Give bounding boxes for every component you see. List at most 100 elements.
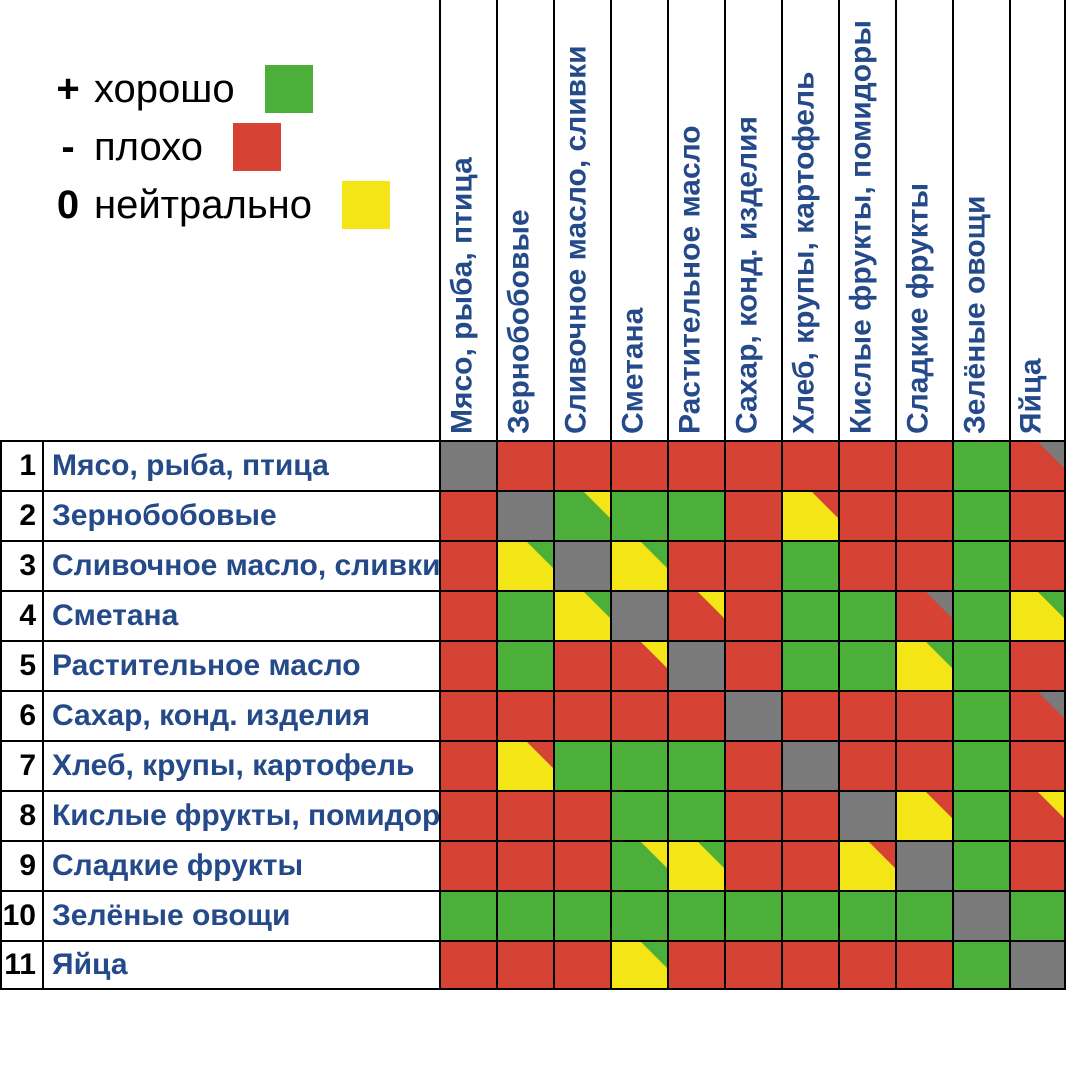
column-header: Сладкие фрукты bbox=[895, 0, 952, 440]
column-header-label: Зелёные овощи bbox=[958, 196, 992, 434]
matrix-cell-secondary bbox=[698, 592, 724, 618]
column-headers: Мясо, рыба, птица ЗернобобовыеСливочное м… bbox=[439, 0, 1066, 440]
matrix-cell bbox=[781, 790, 838, 840]
legend-symbol: - bbox=[50, 125, 86, 170]
matrix-cell-secondary bbox=[641, 942, 667, 968]
matrix-cell bbox=[553, 590, 610, 640]
matrix-cell bbox=[952, 490, 1009, 540]
column-header: Кислые фрукты, помидоры bbox=[838, 0, 895, 440]
legend-symbol: 0 bbox=[50, 183, 86, 228]
matrix-cell bbox=[724, 740, 781, 790]
matrix-cell bbox=[838, 690, 895, 740]
row-number: 10 bbox=[0, 890, 42, 940]
row-numbers: 1234567891011 bbox=[0, 440, 42, 990]
matrix-cell bbox=[667, 890, 724, 940]
matrix-cell bbox=[610, 490, 667, 540]
legend-row-good: + хорошо bbox=[50, 60, 390, 118]
row-number: 6 bbox=[0, 690, 42, 740]
row-label: Яйца bbox=[42, 940, 439, 990]
matrix-row bbox=[439, 640, 1066, 690]
matrix-cell bbox=[553, 440, 610, 490]
matrix-cell-secondary bbox=[584, 592, 610, 618]
matrix-cell bbox=[553, 840, 610, 890]
matrix-cell bbox=[667, 840, 724, 890]
matrix-row bbox=[439, 440, 1066, 490]
matrix-cell bbox=[781, 640, 838, 690]
matrix-cell bbox=[553, 790, 610, 840]
matrix-cell bbox=[496, 790, 553, 840]
row-number: 11 bbox=[0, 940, 42, 990]
matrix-cell bbox=[838, 640, 895, 690]
matrix-cell bbox=[439, 440, 496, 490]
matrix-cell bbox=[667, 640, 724, 690]
matrix-cell bbox=[610, 640, 667, 690]
column-header: Сахар, конд. изделия bbox=[724, 0, 781, 440]
matrix-cell bbox=[895, 440, 952, 490]
matrix-cell-secondary bbox=[1038, 442, 1064, 468]
matrix-cell bbox=[838, 490, 895, 540]
matrix-cell bbox=[610, 940, 667, 990]
matrix-cell bbox=[667, 940, 724, 990]
matrix-cell bbox=[1009, 940, 1066, 990]
matrix-cell bbox=[838, 940, 895, 990]
row-label: Сладкие фрукты bbox=[42, 840, 439, 890]
matrix-cell bbox=[895, 940, 952, 990]
matrix-cell bbox=[781, 940, 838, 990]
matrix-cell bbox=[838, 740, 895, 790]
column-header: Зернобобовые bbox=[496, 0, 553, 440]
matrix-cell bbox=[667, 590, 724, 640]
matrix-cell bbox=[724, 840, 781, 890]
legend-row-neutral: 0 нейтрально bbox=[50, 176, 390, 234]
matrix-cell bbox=[496, 740, 553, 790]
column-header-label: Хлеб, крупы, картофель bbox=[787, 72, 821, 435]
matrix-cell bbox=[724, 590, 781, 640]
column-header: Хлеб, крупы, картофель bbox=[781, 0, 838, 440]
matrix-cell bbox=[553, 640, 610, 690]
matrix-cell bbox=[781, 490, 838, 540]
matrix-cell bbox=[781, 590, 838, 640]
matrix-cell bbox=[1009, 490, 1066, 540]
matrix-cell bbox=[667, 440, 724, 490]
matrix-cell bbox=[838, 790, 895, 840]
legend-row-bad: - плохо bbox=[50, 118, 390, 176]
matrix-cell bbox=[838, 440, 895, 490]
matrix-cell-secondary bbox=[926, 642, 952, 668]
matrix-grid bbox=[439, 440, 1066, 990]
matrix-cell-secondary bbox=[812, 492, 838, 518]
column-header-label: Мясо, рыба, птица bbox=[445, 157, 479, 434]
row-number: 1 bbox=[0, 440, 42, 490]
matrix-cell bbox=[610, 590, 667, 640]
matrix-cell bbox=[496, 840, 553, 890]
matrix-cell bbox=[838, 840, 895, 890]
matrix-cell bbox=[667, 790, 724, 840]
matrix-cell bbox=[553, 690, 610, 740]
legend-swatch-bad bbox=[233, 123, 281, 171]
matrix-cell bbox=[952, 890, 1009, 940]
matrix-cell bbox=[496, 440, 553, 490]
column-header: Сливочное масло, сливки bbox=[553, 0, 610, 440]
matrix-cell bbox=[1009, 740, 1066, 790]
matrix-cell bbox=[781, 690, 838, 740]
matrix-cell bbox=[895, 740, 952, 790]
row-label: Кислые фрукты, помидоры bbox=[42, 790, 439, 840]
matrix-cell bbox=[496, 690, 553, 740]
matrix-cell-secondary bbox=[527, 542, 553, 568]
matrix-cell-secondary bbox=[926, 592, 952, 618]
row-labels: Мясо, рыба, птицаЗернобобовыеСливочное м… bbox=[42, 440, 439, 990]
matrix-cell-secondary bbox=[926, 792, 952, 818]
matrix-cell bbox=[1009, 790, 1066, 840]
matrix-row bbox=[439, 840, 1066, 890]
matrix-cell bbox=[610, 790, 667, 840]
matrix-cell bbox=[439, 740, 496, 790]
matrix-cell bbox=[667, 690, 724, 740]
matrix-cell bbox=[895, 540, 952, 590]
matrix-cell bbox=[439, 790, 496, 840]
matrix-cell-secondary bbox=[584, 492, 610, 518]
matrix-cell bbox=[439, 490, 496, 540]
matrix-cell bbox=[895, 690, 952, 740]
column-header-label: Растительное масло bbox=[673, 125, 707, 434]
matrix-cell-secondary bbox=[641, 542, 667, 568]
legend-label: плохо bbox=[94, 125, 203, 170]
matrix-row bbox=[439, 690, 1066, 740]
column-header: Растительное масло bbox=[667, 0, 724, 440]
